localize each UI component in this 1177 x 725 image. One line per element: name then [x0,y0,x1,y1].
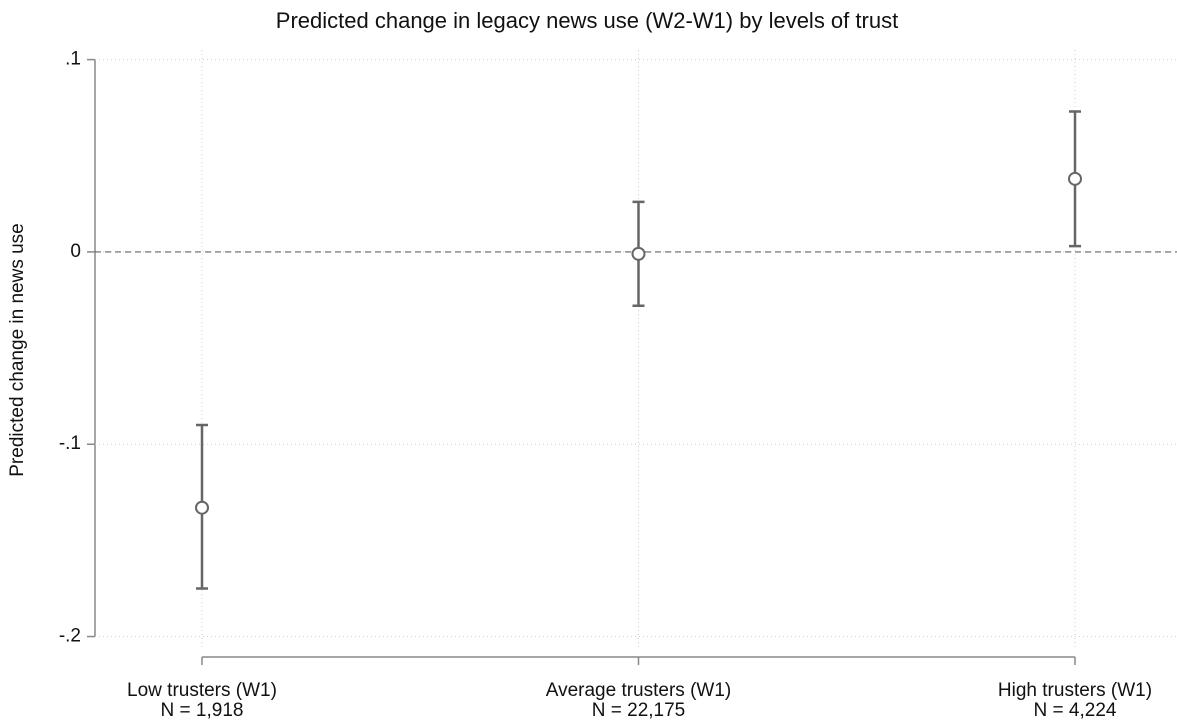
x-tick-label: High trusters (W1) [998,680,1152,701]
x-tick-label: Average trusters (W1) [546,680,731,701]
y-tick-label: 0 [70,241,81,262]
point [631,246,646,261]
x-tick-sublabel: N = 1,918 [161,700,244,721]
x-tick-sublabel: N = 4,224 [1034,700,1117,721]
x-tick-label: Low trusters (W1) [127,680,277,701]
x-tick-sublabel: N = 22,175 [592,700,686,721]
y-tick-label: .1 [65,49,81,70]
point [195,500,209,515]
y-axis-title: Predicted change in news use [7,223,28,477]
y-tick-label: -.2 [59,626,81,647]
point [1068,171,1082,186]
chart-title: Predicted change in legacy news use (W2-… [276,8,898,33]
y-tick-label: -.1 [59,433,81,454]
